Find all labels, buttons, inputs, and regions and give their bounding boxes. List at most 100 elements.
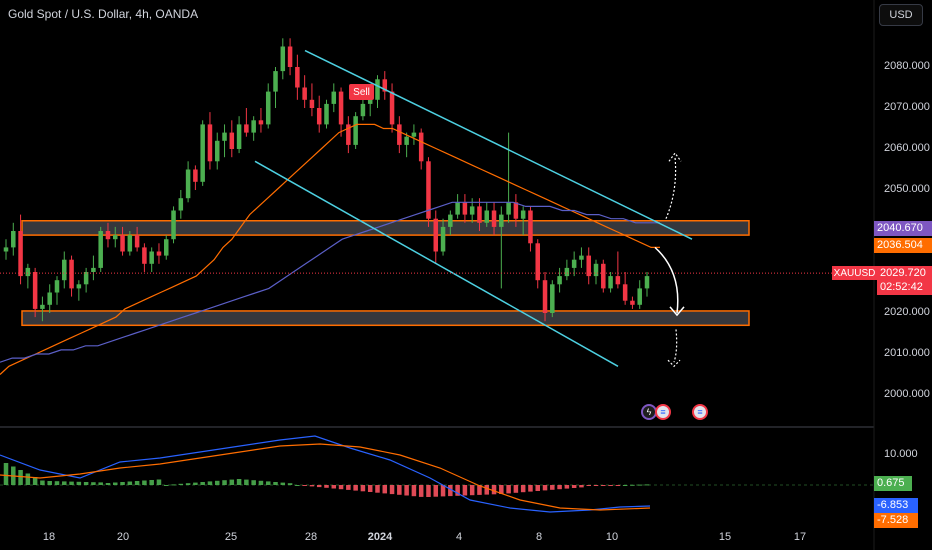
macd-histogram-bar	[156, 479, 162, 485]
macd-histogram-bar	[462, 485, 468, 496]
macd-histogram-bar	[346, 485, 351, 490]
macd-histogram-bar	[564, 485, 570, 489]
candle	[608, 276, 613, 289]
candle	[644, 276, 650, 289]
macd-histogram-bar	[535, 485, 540, 491]
macd-pane	[0, 435, 874, 513]
macd-histogram-bar	[601, 485, 606, 486]
macd-histogram-bar	[331, 485, 337, 489]
currency-button[interactable]: USD	[879, 4, 923, 26]
macd-histogram-bar	[426, 485, 431, 497]
candle	[557, 276, 562, 285]
candle	[455, 202, 460, 215]
candle	[178, 198, 184, 211]
macd-histogram-bar	[382, 485, 388, 494]
candle	[236, 124, 242, 149]
macd-signal-line	[0, 443, 651, 511]
macd-histogram-bar	[608, 485, 613, 486]
macd-histogram-bar	[455, 485, 460, 496]
candle	[32, 272, 38, 309]
candle	[25, 267, 31, 277]
candle	[579, 255, 584, 260]
candle	[331, 91, 337, 104]
macd-histogram-bar	[40, 480, 45, 485]
macd-histogram-bar	[98, 482, 103, 485]
candle	[142, 247, 147, 264]
macd-line-value: -6.853	[874, 498, 918, 513]
macd-histogram-bar	[448, 485, 453, 497]
price-tick: 2000.000	[884, 388, 930, 400]
candle	[382, 79, 388, 92]
macd-histogram-bar	[149, 480, 154, 485]
macd-histogram-bar	[229, 479, 235, 485]
macd-histogram-bar	[360, 485, 366, 492]
candle	[134, 235, 140, 248]
price-tick: 2050.000	[884, 183, 930, 195]
macd-histogram-bar	[499, 485, 504, 494]
candle	[83, 272, 89, 285]
candle	[244, 124, 249, 133]
sell-signal-label: Sell	[349, 84, 374, 100]
candle	[113, 235, 118, 240]
candle	[222, 132, 227, 141]
price-label-purple-ema: 2040.670	[874, 221, 932, 236]
macd-histogram-bar	[163, 485, 169, 486]
candle	[418, 132, 424, 162]
macd-histogram-bar	[622, 485, 628, 486]
macd-histogram-bar	[484, 485, 490, 495]
candle	[76, 284, 82, 289]
candle	[528, 210, 533, 244]
candle	[637, 288, 642, 305]
candle	[91, 267, 96, 272]
macd-histogram-bar	[579, 485, 584, 488]
price-tick: 2080.000	[884, 60, 930, 72]
last-price-label: 2029.720	[877, 266, 932, 281]
macd-histogram-bar	[491, 485, 497, 495]
orange-ema-line	[0, 123, 660, 375]
candle	[105, 231, 111, 240]
macd-histogram-bar	[586, 485, 591, 486]
time-tick: 25	[224, 531, 238, 543]
macd-histogram-bar	[302, 485, 307, 486]
candle	[251, 120, 256, 133]
macd-histogram-bar	[571, 485, 577, 488]
candle	[520, 210, 526, 219]
macd-histogram-bar	[134, 481, 140, 485]
macd-histogram-value: 0.675	[874, 476, 912, 491]
candle	[62, 259, 67, 281]
candle	[375, 79, 380, 100]
candle	[229, 132, 235, 149]
macd-histogram-bar	[389, 485, 395, 495]
us-flag-icon[interactable]: ≡	[655, 404, 671, 420]
candle	[346, 124, 351, 145]
macd-histogram-bar	[47, 481, 52, 485]
time-tick: 10	[605, 531, 619, 543]
candle	[120, 235, 125, 252]
macd-histogram-bar	[207, 481, 213, 485]
time-tick: 28	[304, 531, 318, 543]
macd-histogram-bar	[542, 485, 548, 491]
candle	[462, 202, 468, 215]
symbol-label: XAUUSD	[832, 266, 877, 280]
candle	[3, 247, 9, 252]
time-tick: 2024	[367, 531, 393, 543]
macd-histogram-bar	[273, 482, 278, 485]
candle	[193, 169, 198, 182]
time-tick: 4	[455, 531, 463, 543]
candle	[54, 280, 60, 293]
forecast-arrow-down	[654, 246, 679, 314]
price-tick: 2060.000	[884, 142, 930, 154]
us-flag-icon[interactable]: ≡	[692, 404, 708, 420]
forecast-arrowhead	[669, 306, 685, 317]
candle	[302, 87, 307, 100]
candle	[499, 214, 504, 227]
macd-histogram-bar	[32, 477, 38, 485]
macd-histogram-bar	[120, 482, 125, 485]
macd-histogram-bar	[477, 485, 482, 495]
macd-line	[0, 435, 651, 513]
price-tick: 2070.000	[884, 101, 930, 113]
candle	[448, 214, 453, 227]
candle	[40, 304, 45, 309]
forecast-arrow-up-dotted	[665, 157, 677, 219]
